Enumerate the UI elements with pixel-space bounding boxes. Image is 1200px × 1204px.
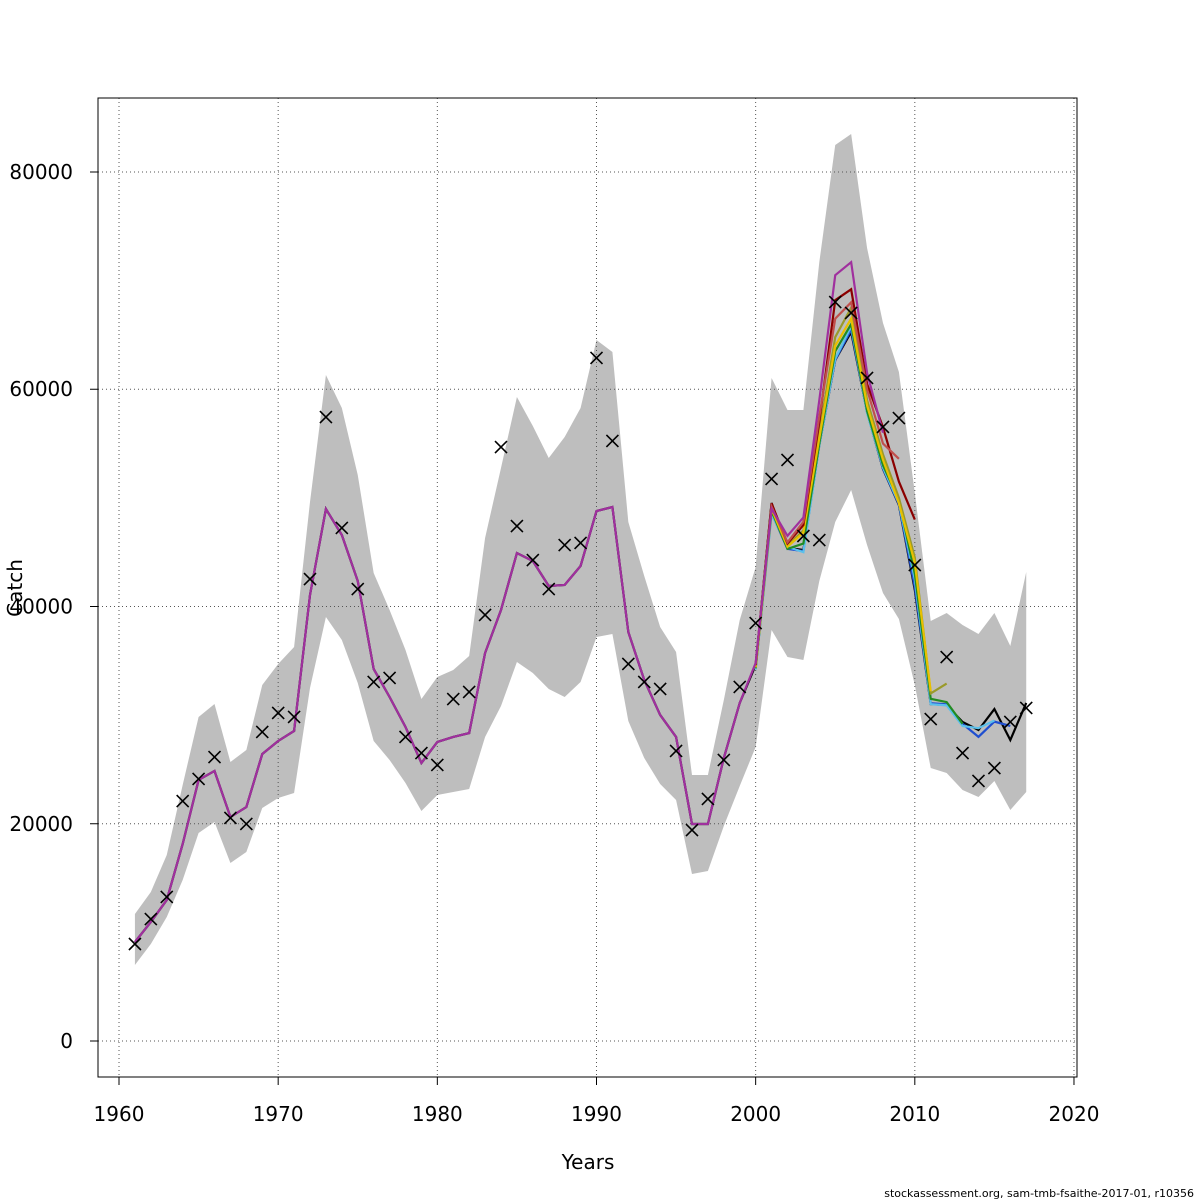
observation-marker <box>987 761 1001 775</box>
x-tick-label: 1980 <box>412 1102 463 1126</box>
observation-marker <box>192 772 206 786</box>
observation-marker <box>796 529 810 543</box>
observation-marker <box>462 685 476 699</box>
observation-marker <box>892 411 906 425</box>
observation-marker <box>558 538 572 552</box>
y-axis-label: Catch <box>3 559 27 617</box>
observation-marker <box>367 675 381 689</box>
y-tick-label: 20000 <box>9 812 73 836</box>
observation-marker <box>160 890 174 904</box>
observation-marker <box>637 675 651 689</box>
y-tick-label: 60000 <box>9 377 73 401</box>
x-tick-label: 2000 <box>730 1102 781 1126</box>
observation-marker <box>701 792 715 806</box>
observation-marker <box>271 706 285 720</box>
observation-marker <box>605 434 619 448</box>
observation-marker <box>335 521 349 535</box>
observation-marker <box>828 295 842 309</box>
observation-marker <box>207 750 222 764</box>
observation-marker <box>319 410 333 424</box>
observation-marker <box>414 746 428 760</box>
observation-marker <box>446 692 460 706</box>
series-line <box>134 260 885 943</box>
observation-marker <box>924 712 938 726</box>
x-tick-label: 1960 <box>94 1102 145 1126</box>
observation-marker <box>223 811 237 825</box>
observation-marker <box>494 440 508 454</box>
footer: stockassessment.org, sam-tmb-fsaithe-201… <box>884 1187 1194 1200</box>
observation-marker <box>669 744 683 758</box>
x-tick-label: 1970 <box>253 1102 304 1126</box>
y-tick-label: 0 <box>60 1029 73 1053</box>
observation-marker <box>780 453 795 467</box>
observation-marker <box>176 794 190 808</box>
observation-marker <box>478 608 492 622</box>
observation-marker <box>383 671 397 685</box>
observation-marker <box>255 725 269 739</box>
observation-marker <box>812 533 826 547</box>
observation-marker <box>510 519 524 533</box>
observation-marker <box>844 306 858 320</box>
observation-marker <box>1019 701 1033 715</box>
observation-marker <box>876 420 890 434</box>
observation-marker <box>908 558 922 572</box>
observation-marker <box>860 371 874 385</box>
observation-marker <box>128 937 142 951</box>
observation-marker <box>653 682 667 696</box>
plot-frame <box>97 97 1078 1078</box>
confidence-band <box>134 133 1027 965</box>
observation-marker <box>351 582 365 596</box>
observation-marker <box>303 572 317 586</box>
observation-marker <box>765 472 779 486</box>
observation-marker <box>542 582 556 596</box>
observation-marker <box>287 710 301 724</box>
observation-marker <box>589 351 604 365</box>
x-tick-label: 1990 <box>571 1102 622 1126</box>
observation-marker <box>430 758 444 772</box>
y-tick-label: 80000 <box>9 160 73 184</box>
y-tick-label: 40000 <box>9 594 73 618</box>
observation-marker <box>239 817 253 831</box>
x-tick-label: 2020 <box>1049 1102 1100 1126</box>
observation-marker <box>940 650 954 664</box>
observation-marker <box>526 553 540 567</box>
series-line <box>754 315 932 692</box>
observation-marker <box>398 730 413 744</box>
observation-marker <box>749 616 763 630</box>
observation-marker <box>955 746 970 760</box>
observation-marker <box>971 774 986 788</box>
observation-marker <box>144 912 158 926</box>
observation-marker <box>685 823 699 837</box>
observation-marker <box>733 680 747 694</box>
observation-marker <box>1003 715 1017 729</box>
observation-marker <box>717 753 731 767</box>
observation-marker <box>574 536 588 550</box>
observation-marker <box>621 657 635 671</box>
x-tick-label: 2010 <box>889 1102 940 1126</box>
x-axis-label: Years <box>561 1150 615 1174</box>
